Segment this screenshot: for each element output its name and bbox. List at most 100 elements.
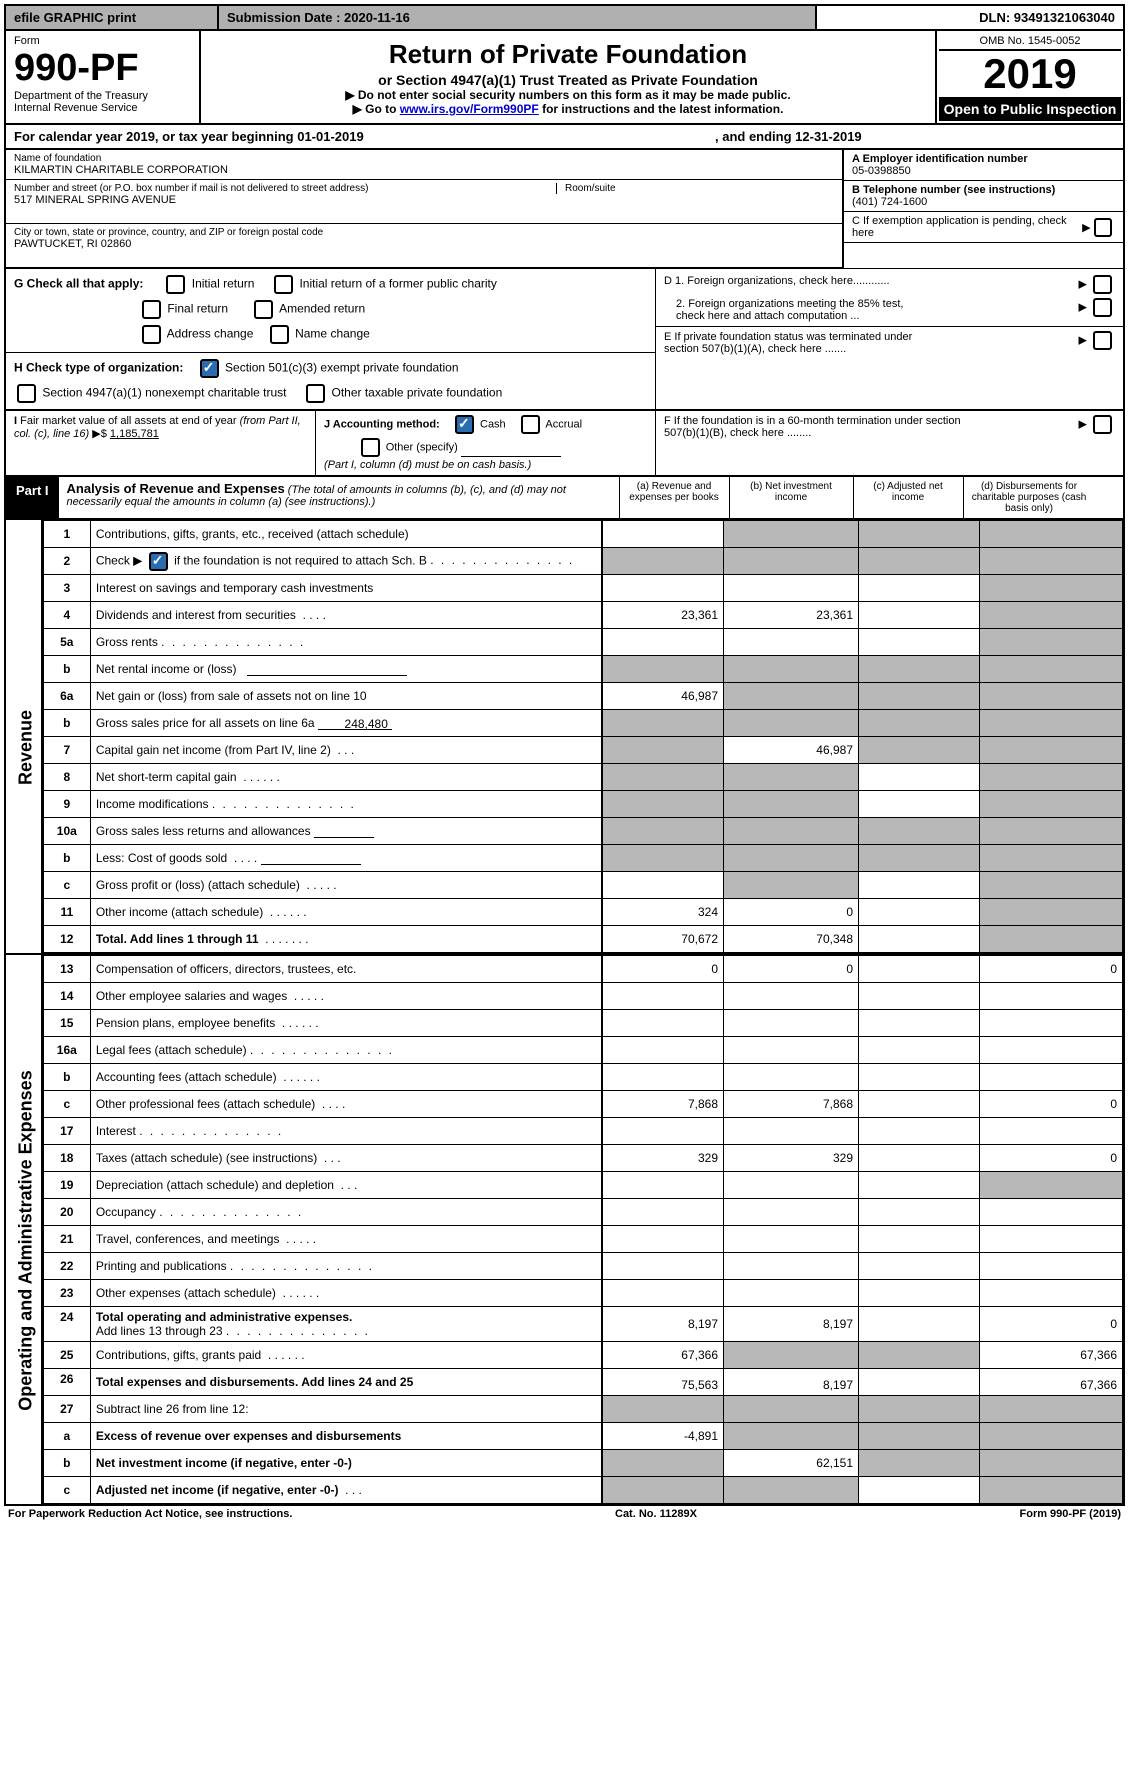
omb-number: OMB No. 1545-0052 bbox=[939, 33, 1121, 51]
part1-header: Part I Analysis of Revenue and Expenses … bbox=[4, 477, 1125, 520]
revenue-table: 1Contributions, gifts, grants, etc., rec… bbox=[43, 520, 1123, 953]
checkbox-addr-change[interactable] bbox=[142, 325, 161, 344]
table-row: 1Contributions, gifts, grants, etc., rec… bbox=[43, 521, 1122, 548]
catalog-number: Cat. No. 11289X bbox=[615, 1508, 697, 1520]
checkbox-4947[interactable] bbox=[17, 384, 36, 403]
form-ref: Form 990-PF (2019) bbox=[1020, 1508, 1121, 1520]
checkbox-d2[interactable] bbox=[1093, 298, 1112, 317]
irs-link[interactable]: www.irs.gov/Form990PF bbox=[400, 102, 539, 116]
dept-treasury: Department of the Treasury bbox=[14, 90, 191, 102]
table-row: 16aLegal fees (attach schedule) bbox=[43, 1037, 1122, 1064]
table-row: 8Net short-term capital gain . . . . . . bbox=[43, 764, 1122, 791]
table-row: 11Other income (attach schedule) . . . .… bbox=[43, 899, 1122, 926]
table-row: 13Compensation of officers, directors, t… bbox=[43, 956, 1122, 983]
s501c3: Section 501(c)(3) exempt private foundat… bbox=[225, 361, 458, 375]
note-goto-post: for instructions and the latest informat… bbox=[539, 102, 784, 116]
table-row: bGross sales price for all assets on lin… bbox=[43, 710, 1122, 737]
checkbox-f[interactable] bbox=[1093, 415, 1112, 434]
d1-label: D 1. Foreign organizations, check here..… bbox=[664, 275, 890, 294]
part1-title: Analysis of Revenue and Expenses bbox=[67, 481, 285, 496]
address-label: Number and street (or P.O. box number if… bbox=[14, 183, 834, 194]
table-row: 21Travel, conferences, and meetings . . … bbox=[43, 1226, 1122, 1253]
top-bar: efile GRAPHIC print Submission Date : 20… bbox=[4, 4, 1125, 31]
table-row: 24Total operating and administrative exp… bbox=[43, 1307, 1122, 1342]
page-footer: For Paperwork Reduction Act Notice, see … bbox=[4, 1506, 1125, 1522]
f-label: F If the foundation is in a 60-month ter… bbox=[664, 415, 964, 471]
checkbox-amended[interactable] bbox=[254, 300, 273, 319]
checkbox-cash[interactable] bbox=[455, 415, 474, 434]
cy-end: , and ending 12-31-2019 bbox=[715, 129, 1115, 144]
checkbox-d1[interactable] bbox=[1093, 275, 1112, 294]
tax-year: 2019 bbox=[939, 51, 1121, 97]
table-row: bLess: Cost of goods sold . . . . bbox=[43, 845, 1122, 872]
addr-change: Address change bbox=[167, 327, 254, 341]
ein-value: 05-0398850 bbox=[852, 165, 1115, 177]
expenses-section: Operating and Administrative Expenses 13… bbox=[4, 955, 1125, 1506]
city-label: City or town, state or province, country… bbox=[14, 227, 834, 238]
checkbox-accrual[interactable] bbox=[521, 415, 540, 434]
table-row: 27Subtract line 26 from line 12: bbox=[43, 1396, 1122, 1423]
i-prefix: ▶$ bbox=[92, 428, 110, 440]
revenue-section: Revenue 1Contributions, gifts, grants, e… bbox=[4, 520, 1125, 955]
note-ssn: ▶ Do not enter social security numbers o… bbox=[209, 88, 927, 102]
j-other: Other (specify) bbox=[386, 441, 458, 453]
table-row: 5aGross rents bbox=[43, 629, 1122, 656]
col-d-header: (d) Disbursements for charitable purpose… bbox=[963, 477, 1095, 518]
col-a-header: (a) Revenue and expenses per books bbox=[619, 477, 729, 518]
table-row: cAdjusted net income (if negative, enter… bbox=[43, 1477, 1122, 1504]
expenses-label: Operating and Administrative Expenses bbox=[16, 1050, 37, 1430]
table-row: 10aGross sales less returns and allowanc… bbox=[43, 818, 1122, 845]
col-b-header: (b) Net investment income bbox=[729, 477, 853, 518]
efile-label: efile GRAPHIC print bbox=[6, 6, 219, 29]
h-label: H Check type of organization: bbox=[14, 361, 183, 375]
checkbox-501c3[interactable] bbox=[200, 359, 219, 378]
table-row: 14Other employee salaries and wages . . … bbox=[43, 983, 1122, 1010]
form-header: Form 990-PF Department of the Treasury I… bbox=[4, 31, 1125, 125]
form-word: Form bbox=[14, 35, 191, 47]
calendar-year-row: For calendar year 2019, or tax year begi… bbox=[4, 125, 1125, 150]
table-row: cGross profit or (loss) (attach schedule… bbox=[43, 872, 1122, 899]
j-accrual: Accrual bbox=[545, 418, 582, 430]
checkbox-name-change[interactable] bbox=[270, 325, 289, 344]
table-row: 7Capital gain net income (from Part IV, … bbox=[43, 737, 1122, 764]
amended-return: Amended return bbox=[279, 302, 365, 316]
checkbox-exemption[interactable] bbox=[1094, 218, 1112, 237]
checkbox-sch-b[interactable] bbox=[149, 552, 168, 571]
checkbox-initial-return[interactable] bbox=[166, 275, 185, 294]
form-title: Return of Private Foundation bbox=[209, 39, 927, 70]
d2-label: 2. Foreign organizations meeting the 85%… bbox=[664, 298, 916, 322]
table-row: 18Taxes (attach schedule) (see instructi… bbox=[43, 1145, 1122, 1172]
revenue-label: Revenue bbox=[16, 667, 37, 827]
table-row: cOther professional fees (attach schedul… bbox=[43, 1091, 1122, 1118]
room-label: Room/suite bbox=[556, 183, 616, 194]
table-row: 9Income modifications bbox=[43, 791, 1122, 818]
table-row: 22Printing and publications bbox=[43, 1253, 1122, 1280]
form-subtitle: or Section 4947(a)(1) Trust Treated as P… bbox=[209, 72, 927, 88]
submission-date: Submission Date : 2020-11-16 bbox=[219, 6, 817, 29]
cy-begin: For calendar year 2019, or tax year begi… bbox=[14, 129, 715, 144]
table-row: bAccounting fees (attach schedule) . . .… bbox=[43, 1064, 1122, 1091]
table-row: 4Dividends and interest from securities … bbox=[43, 602, 1122, 629]
ein-label: A Employer identification number bbox=[852, 153, 1115, 165]
address: 517 MINERAL SPRING AVENUE bbox=[14, 194, 834, 206]
table-row: 23Other expenses (attach schedule) . . .… bbox=[43, 1280, 1122, 1307]
e-label: E If private foundation status was termi… bbox=[664, 331, 924, 355]
irs-label: Internal Revenue Service bbox=[14, 102, 191, 114]
checkbox-other-taxable[interactable] bbox=[306, 384, 325, 403]
exemption-pending-label: C If exemption application is pending, c… bbox=[852, 215, 1082, 239]
checkbox-other-method[interactable] bbox=[361, 438, 380, 457]
dln-label: DLN: 93491321063040 bbox=[817, 6, 1123, 29]
final-return: Final return bbox=[167, 302, 228, 316]
checkbox-initial-former[interactable] bbox=[274, 275, 293, 294]
note-goto-pre: ▶ Go to bbox=[353, 102, 400, 116]
j-note: (Part I, column (d) must be on cash basi… bbox=[324, 459, 647, 471]
table-row: 25Contributions, gifts, grants paid . . … bbox=[43, 1342, 1122, 1369]
city-state-zip: PAWTUCKET, RI 02860 bbox=[14, 238, 834, 250]
foundation-name-label: Name of foundation bbox=[14, 153, 834, 164]
checkbox-e[interactable] bbox=[1093, 331, 1112, 350]
checkbox-final-return[interactable] bbox=[142, 300, 161, 319]
i-value: 1,185,781 bbox=[110, 428, 159, 440]
table-row: 6aNet gain or (loss) from sale of assets… bbox=[43, 683, 1122, 710]
table-row: bNet investment income (if negative, ent… bbox=[43, 1450, 1122, 1477]
part1-label: Part I bbox=[6, 477, 59, 518]
